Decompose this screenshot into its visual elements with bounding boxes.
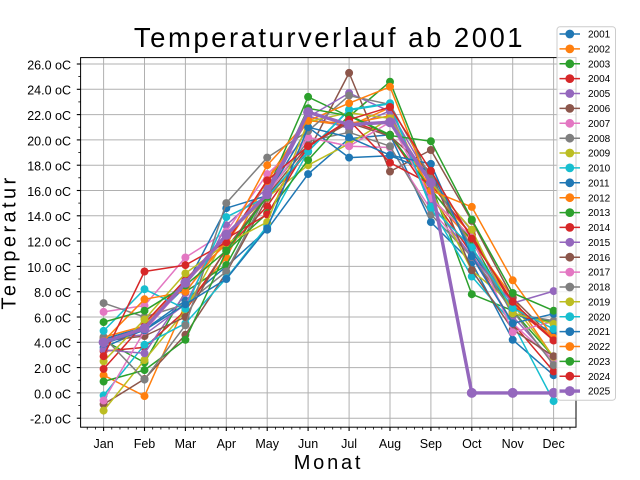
svg-text:2004: 2004 (588, 74, 611, 85)
svg-text:2012: 2012 (588, 193, 611, 204)
svg-text:2024: 2024 (588, 372, 611, 383)
svg-text:26.0 oC: 26.0 oC (27, 58, 71, 72)
svg-text:2010: 2010 (588, 164, 611, 175)
svg-text:8.0 oC: 8.0 oC (34, 286, 71, 300)
svg-text:Apr: Apr (217, 437, 236, 451)
svg-text:2023: 2023 (588, 357, 611, 368)
svg-text:Feb: Feb (134, 437, 156, 451)
svg-text:2017: 2017 (588, 268, 611, 279)
svg-text:2008: 2008 (588, 134, 611, 145)
svg-text:12.0 oC: 12.0 oC (27, 236, 71, 250)
svg-text:Jun: Jun (298, 437, 318, 451)
svg-text:0.0 oC: 0.0 oC (34, 387, 71, 401)
svg-text:2.0 oC: 2.0 oC (34, 362, 71, 376)
svg-text:Dec: Dec (542, 437, 564, 451)
svg-text:2005: 2005 (588, 89, 611, 100)
svg-text:Temperatur: Temperatur (0, 174, 20, 309)
svg-text:2009: 2009 (588, 149, 611, 160)
svg-text:2001: 2001 (588, 30, 611, 41)
svg-text:14.0 oC: 14.0 oC (27, 210, 71, 224)
svg-text:2003: 2003 (588, 59, 611, 70)
svg-text:22.0 oC: 22.0 oC (27, 109, 71, 123)
svg-text:2020: 2020 (588, 312, 611, 323)
svg-text:2025: 2025 (588, 387, 611, 398)
svg-text:18.0 oC: 18.0 oC (27, 160, 71, 174)
svg-text:Nov: Nov (502, 437, 525, 451)
svg-text:2006: 2006 (588, 104, 611, 115)
svg-text:2011: 2011 (588, 178, 610, 189)
svg-text:Aug: Aug (379, 437, 401, 451)
svg-text:2002: 2002 (588, 45, 611, 56)
svg-text:4.0 oC: 4.0 oC (34, 337, 71, 351)
svg-text:24.0 oC: 24.0 oC (27, 84, 71, 98)
svg-text:2015: 2015 (588, 238, 611, 249)
svg-text:2021: 2021 (588, 327, 611, 338)
svg-text:2014: 2014 (588, 223, 611, 234)
svg-text:Jul: Jul (341, 437, 357, 451)
svg-text:2018: 2018 (588, 283, 611, 294)
svg-text:2019: 2019 (588, 297, 611, 308)
svg-text:10.0 oC: 10.0 oC (27, 261, 71, 275)
svg-text:Temperaturverlauf ab 2001: Temperaturverlauf ab 2001 (134, 22, 525, 53)
svg-text:Sep: Sep (420, 437, 442, 451)
svg-text:6.0 oC: 6.0 oC (34, 311, 71, 325)
svg-text:20.0 oC: 20.0 oC (27, 134, 71, 148)
svg-text:Monat: Monat (294, 452, 364, 474)
svg-text:2007: 2007 (588, 119, 611, 130)
svg-text:Mar: Mar (175, 437, 197, 451)
svg-text:2016: 2016 (588, 253, 611, 264)
svg-text:-2.0 oC: -2.0 oC (30, 413, 71, 427)
svg-text:2022: 2022 (588, 342, 611, 353)
svg-text:2013: 2013 (588, 208, 611, 219)
svg-text:16.0 oC: 16.0 oC (27, 185, 71, 199)
svg-text:Oct: Oct (462, 437, 482, 451)
svg-text:Jan: Jan (94, 437, 114, 451)
svg-text:May: May (255, 437, 279, 451)
